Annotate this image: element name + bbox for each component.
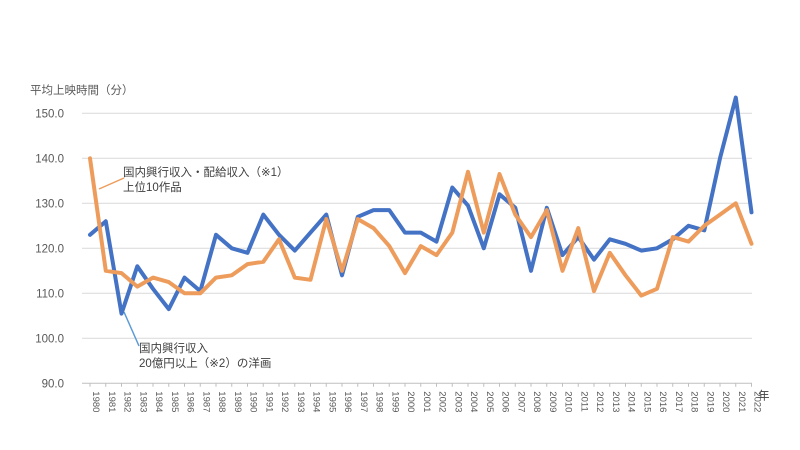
- y-tick-label: 110.0: [36, 288, 64, 300]
- x-tick-label: 1993: [295, 391, 306, 412]
- series-line-yoga: [88, 95, 754, 316]
- y-tick-label: 150.0: [35, 108, 64, 120]
- y-tick-label: 130.0: [35, 198, 64, 210]
- x-tick-label: 2004: [468, 391, 479, 412]
- annotation-top10-line2: 上位10作品: [123, 182, 182, 194]
- x-tick-label: 1996: [342, 391, 353, 412]
- annotation-leader-line-top10: [98, 177, 125, 190]
- x-tick-label: 2008: [531, 391, 542, 412]
- y-axis-title: 平均上映時間（分）: [30, 85, 134, 97]
- x-tick-label: 2012: [594, 391, 605, 412]
- x-axis-unit-label: 年: [758, 388, 770, 402]
- x-tick-label: 1980: [90, 391, 101, 412]
- x-tick-label: 1994: [311, 391, 322, 412]
- x-tick-label: 2013: [610, 391, 621, 412]
- x-tick-label: 1991: [263, 391, 274, 412]
- x-tick-label: 1985: [169, 391, 180, 412]
- x-tick-label: 2006: [500, 391, 511, 412]
- x-tick-label: 2015: [641, 391, 652, 412]
- annotation-top10: 国内興行収入・配給収入（※1） 上位10作品: [123, 166, 289, 196]
- x-tick-label: 2022: [752, 391, 763, 412]
- x-tick-label: 2018: [689, 391, 700, 412]
- y-tick-label: 90.0: [42, 378, 64, 390]
- annotation-yoga-line1: 国内興行収入: [139, 343, 208, 355]
- x-tick-label: 1983: [137, 391, 148, 412]
- x-tick-label: 1988: [216, 391, 227, 412]
- x-tick-label: 1999: [389, 391, 400, 412]
- x-tick-label: 2000: [405, 391, 416, 412]
- y-tick-label: 140.0: [35, 153, 64, 165]
- y-tick-label: 120.0: [35, 243, 64, 255]
- annotation-yoga-line2: 20億円以上（※2）の洋画: [139, 358, 272, 370]
- annotation-leader-line-yoga: [123, 311, 140, 347]
- annotation-top10-line1: 国内興行収入・配給収入（※1）: [123, 167, 289, 179]
- x-tick-label: 1995: [326, 391, 337, 412]
- x-tick-label: 1982: [122, 391, 133, 412]
- x-tick-label: 2002: [437, 391, 448, 412]
- x-tick-label: 2007: [515, 391, 526, 412]
- annotation-yoga: 国内興行収入 20億円以上（※2）の洋画: [139, 342, 271, 372]
- x-tick-label: 1987: [200, 391, 211, 412]
- x-tick-label: 2005: [484, 391, 495, 412]
- x-tick-label: 1990: [248, 391, 259, 412]
- x-tick-label: 2009: [547, 391, 558, 412]
- x-tick-label: 1986: [185, 391, 196, 412]
- x-tick-label: 1992: [279, 391, 290, 412]
- x-tick-label: 2010: [563, 391, 574, 412]
- x-tick-label: 2011: [578, 391, 589, 411]
- x-tick-label: 1997: [358, 391, 369, 412]
- y-tick-label: 100.0: [35, 333, 64, 345]
- x-tick-label: 1989: [232, 391, 243, 412]
- series-line-top10: [88, 156, 754, 298]
- x-tick-label: 1998: [374, 391, 385, 412]
- x-tick-label: 2014: [626, 391, 637, 412]
- x-tick-label: 2001: [421, 391, 432, 412]
- x-tick-label: 2021: [736, 391, 747, 412]
- x-tick-label: 2016: [657, 391, 668, 412]
- x-tick-label: 1981: [106, 391, 117, 412]
- x-tick-label: 2019: [704, 391, 715, 412]
- x-tick-label: 2003: [452, 391, 463, 412]
- x-tick-label: 2017: [673, 391, 684, 412]
- x-tick-label: 1984: [153, 391, 164, 412]
- x-tick-label: 2020: [720, 391, 731, 412]
